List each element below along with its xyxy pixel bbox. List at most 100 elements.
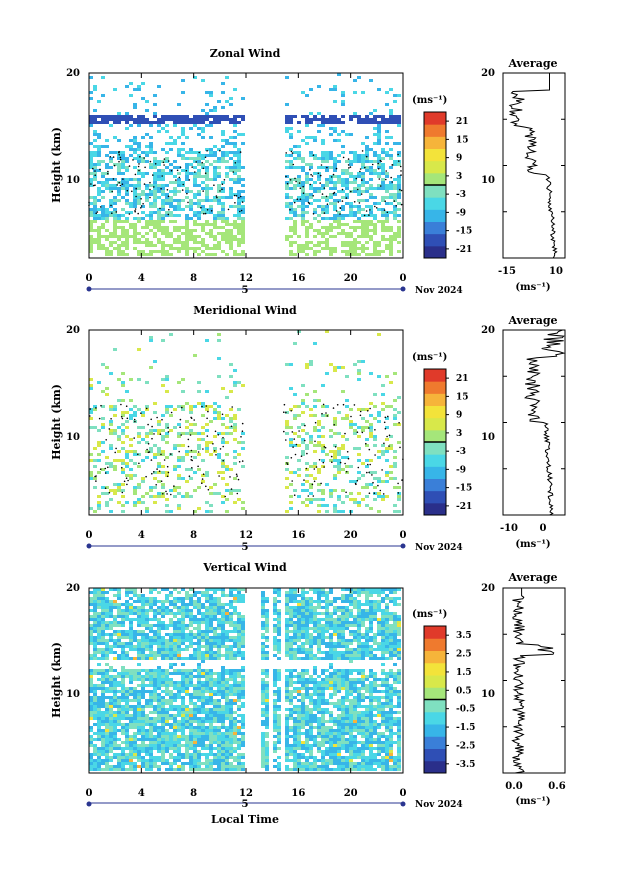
heatmap-cell bbox=[101, 630, 105, 633]
heatmap-cell bbox=[209, 588, 213, 591]
heatmap-cell bbox=[309, 112, 313, 115]
heatmap-cell bbox=[97, 663, 101, 666]
heatmap-cell bbox=[369, 214, 373, 217]
heatmap-cell bbox=[89, 453, 93, 456]
heatmap-cell bbox=[181, 247, 185, 250]
heatmap-cell bbox=[397, 118, 401, 121]
heatmap-cell bbox=[313, 669, 317, 672]
heatmap-cell bbox=[93, 447, 97, 450]
heatmap-cell bbox=[141, 253, 145, 256]
heatmap-cell bbox=[101, 588, 105, 591]
heatmap-cell bbox=[173, 687, 177, 690]
heatmap-cell bbox=[345, 181, 349, 184]
heatmap-cell bbox=[165, 166, 169, 169]
heatmap-cell bbox=[105, 621, 109, 624]
heatmap-cell bbox=[213, 591, 217, 594]
contour-dot bbox=[355, 177, 358, 180]
heatmap-cell bbox=[217, 645, 221, 648]
heatmap-cell bbox=[285, 510, 289, 513]
heatmap-cell bbox=[105, 696, 109, 699]
contour-dot bbox=[204, 212, 207, 215]
heatmap-cell bbox=[285, 678, 289, 681]
heatmap-cell bbox=[229, 157, 233, 160]
heatmap-cell bbox=[385, 684, 389, 687]
heatmap-cell bbox=[89, 211, 93, 214]
heatmap-cell bbox=[149, 675, 153, 678]
heatmap-cell bbox=[137, 465, 141, 468]
heatmap-cell bbox=[381, 121, 385, 124]
heatmap-cell bbox=[241, 166, 245, 169]
heatmap-cell bbox=[265, 597, 269, 600]
heatmap-cell bbox=[177, 504, 181, 507]
heatmap-cell bbox=[89, 672, 93, 675]
heatmap-cell bbox=[165, 651, 169, 654]
heatmap-cell bbox=[309, 363, 313, 366]
heatmap-cell bbox=[185, 244, 189, 247]
heatmap-cell bbox=[321, 651, 325, 654]
heatmap-cell bbox=[193, 684, 197, 687]
heatmap-cell bbox=[169, 600, 173, 603]
heatmap-cell bbox=[341, 208, 345, 211]
heatmap-cell bbox=[209, 91, 213, 94]
heatmap-cell bbox=[365, 214, 369, 217]
heatmap-cell bbox=[313, 342, 317, 345]
heatmap-cell bbox=[101, 184, 105, 187]
heatmap-cell bbox=[89, 247, 93, 250]
contour-dot bbox=[188, 475, 191, 478]
heatmap-cell bbox=[301, 633, 305, 636]
heatmap-cell bbox=[169, 621, 173, 624]
heatmap-cell bbox=[381, 199, 385, 202]
heatmap-cell bbox=[305, 639, 309, 642]
heatmap-cell bbox=[97, 133, 101, 136]
heatmap-cell bbox=[377, 175, 381, 178]
heatmap-cell bbox=[349, 657, 353, 660]
heatmap-cell bbox=[285, 609, 289, 612]
heatmap-cell bbox=[189, 468, 193, 471]
heatmap-cell bbox=[105, 166, 109, 169]
contour-dot bbox=[140, 198, 142, 200]
heatmap-cell bbox=[381, 148, 385, 151]
heatmap-cell bbox=[97, 154, 101, 157]
heatmap-cell bbox=[393, 414, 397, 417]
heatmap-cell bbox=[321, 636, 325, 639]
heatmap-cell bbox=[141, 618, 145, 621]
heatmap-cell bbox=[289, 121, 293, 124]
contour-dot bbox=[323, 212, 326, 214]
heatmap-cell bbox=[173, 657, 177, 660]
heatmap-cell bbox=[165, 390, 169, 393]
heatmap-cell bbox=[325, 118, 329, 121]
heatmap-cell bbox=[189, 157, 193, 160]
heatmap-cell bbox=[241, 588, 245, 591]
heatmap-cell bbox=[237, 238, 241, 241]
heatmap-cell bbox=[105, 471, 109, 474]
heatmap-cell bbox=[353, 432, 357, 435]
heatmap-cell bbox=[361, 214, 365, 217]
heatmap-cell bbox=[197, 600, 201, 603]
heatmap-cell bbox=[197, 157, 201, 160]
heatmap-cell bbox=[161, 250, 165, 253]
heatmap-cell bbox=[181, 648, 185, 651]
heatmap-cell bbox=[365, 690, 369, 693]
heatmap-cell bbox=[325, 669, 329, 672]
heatmap-cell bbox=[181, 133, 185, 136]
heatmap-cell bbox=[361, 208, 365, 211]
heatmap-cell bbox=[357, 217, 361, 220]
heatmap-cell bbox=[357, 504, 361, 507]
heatmap-cell bbox=[161, 684, 165, 687]
colorbar-tick-label: 15 bbox=[456, 135, 469, 145]
heatmap-cell bbox=[89, 91, 93, 94]
heatmap-cell bbox=[261, 693, 265, 696]
heatmap-cell bbox=[169, 639, 173, 642]
heatmap-cell bbox=[205, 447, 209, 450]
heatmap-cell bbox=[317, 241, 321, 244]
heatmap-cell bbox=[197, 247, 201, 250]
heatmap-cell bbox=[177, 657, 181, 660]
heatmap-cell bbox=[341, 618, 345, 621]
contour-dot bbox=[107, 466, 109, 469]
heatmap-cell bbox=[321, 157, 325, 160]
heatmap-cell bbox=[165, 600, 169, 603]
heatmap-cell bbox=[225, 633, 229, 636]
heatmap-cell bbox=[285, 486, 289, 489]
heatmap-cell bbox=[209, 693, 213, 696]
heatmap-cell bbox=[129, 657, 133, 660]
